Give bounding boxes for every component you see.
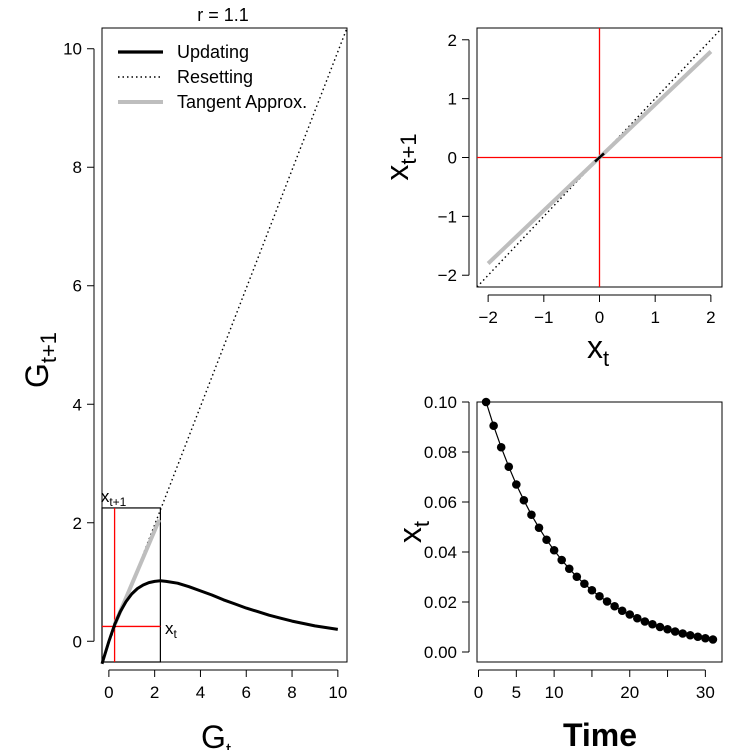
time-series-point bbox=[663, 624, 672, 634]
inset-box-group bbox=[101, 507, 161, 663]
main-y-tick-label: 0 bbox=[73, 632, 82, 651]
time-series-point bbox=[572, 572, 582, 582]
main-y-tick-label: 4 bbox=[73, 395, 82, 414]
time-series-point bbox=[670, 627, 680, 636]
time-x-tick-label: 10 bbox=[545, 683, 564, 702]
main-x-tick-label: 6 bbox=[242, 683, 251, 702]
time-series-point bbox=[481, 397, 491, 407]
legend-label-resetting: Resetting bbox=[177, 67, 253, 87]
main-annotations: xt+1 xt bbox=[101, 487, 178, 641]
main-y-tick-label: 8 bbox=[73, 158, 82, 177]
panel-phase: −2 −1 0 1 2 −2 −1 0 1 2 xt xt+1 bbox=[379, 27, 723, 371]
time-x-tick-label: 0 bbox=[474, 683, 483, 702]
main-title: r = 1.1 bbox=[197, 5, 249, 25]
time-y-tick-label: 0.08 bbox=[424, 443, 457, 462]
time-x-tick-label: 30 bbox=[696, 683, 715, 702]
phase-x-axis-title: xt bbox=[587, 329, 609, 371]
time-series-point bbox=[557, 555, 566, 565]
phase-series bbox=[476, 27, 723, 288]
time-series-point bbox=[580, 579, 589, 589]
main-y-tick-label: 6 bbox=[73, 277, 82, 296]
phase-y-axis-title: xt+1 bbox=[379, 133, 421, 180]
time-x-tick-label: 20 bbox=[620, 683, 639, 702]
time-y-axis-title: xt bbox=[392, 521, 434, 543]
time-ticks: 0 5 10 20 30 0.00 0.02 0.04 0.06 0.08 0.10 bbox=[424, 393, 715, 702]
panel-main: r = 1.1 0 2 4 6 8 10 0 2 4 6 8 10 Updating Resettin… bbox=[19, 5, 348, 750]
main-x-axis-title: Gt bbox=[201, 719, 231, 750]
time-y-tick-label: 0.04 bbox=[424, 543, 457, 562]
time-series-point bbox=[648, 619, 657, 629]
main-y-tick-label: 10 bbox=[63, 40, 82, 59]
panel-time-series: 0 5 10 20 30 0.00 0.02 0.04 0.06 0.08 0.10 Time xt bbox=[392, 393, 723, 750]
time-y-tick-label: 0.00 bbox=[424, 643, 457, 662]
time-plot-frame bbox=[476, 401, 723, 663]
phase-x-tick-label: −1 bbox=[534, 308, 553, 327]
annotation-x-t: xt bbox=[165, 619, 178, 641]
time-x-tick-label: 5 bbox=[512, 683, 521, 702]
phase-identity-line bbox=[476, 27, 723, 288]
phase-y-tick-label: −1 bbox=[438, 207, 457, 226]
time-series-point bbox=[655, 622, 665, 632]
main-y-axis-title: Gt+1 bbox=[19, 332, 61, 388]
main-series bbox=[100, 27, 348, 665]
main-x-tick-label: 4 bbox=[196, 683, 205, 702]
main-x-tick-label: 2 bbox=[150, 683, 159, 702]
time-y-tick-label: 0.02 bbox=[424, 593, 457, 612]
legend-label-tangent: Tangent Approx. bbox=[177, 92, 307, 112]
time-series-point bbox=[640, 617, 650, 626]
time-series-point bbox=[512, 480, 521, 489]
time-series-point bbox=[701, 633, 710, 643]
phase-x-tick-label: 0 bbox=[595, 308, 604, 327]
phase-y-tick-label: 1 bbox=[448, 90, 457, 109]
main-x-tick-label: 10 bbox=[328, 683, 347, 702]
time-series-point bbox=[617, 606, 627, 616]
main-x-tick-label: 8 bbox=[287, 683, 296, 702]
time-series-marks bbox=[481, 397, 718, 644]
phase-y-tick-label: 2 bbox=[448, 31, 457, 50]
main-x-tick-label: 0 bbox=[104, 683, 113, 702]
time-series-point bbox=[542, 535, 551, 545]
time-series-point bbox=[519, 495, 529, 505]
time-series-point bbox=[587, 585, 597, 595]
phase-map-segment bbox=[594, 152, 605, 163]
time-series-point bbox=[602, 597, 612, 606]
time-series-point bbox=[527, 510, 536, 520]
phase-ticks: −2 −1 0 1 2 −2 −1 0 1 2 bbox=[438, 31, 716, 327]
phase-y-tick-label: −2 bbox=[438, 266, 457, 285]
time-series-point bbox=[549, 545, 559, 555]
inset-box bbox=[101, 507, 161, 663]
time-series-point bbox=[496, 442, 506, 452]
time-series-point bbox=[633, 613, 642, 623]
legend-label-updating: Updating bbox=[177, 42, 249, 62]
time-series-point bbox=[678, 629, 687, 638]
time-y-tick-label: 0.06 bbox=[424, 493, 457, 512]
updating-curve bbox=[100, 579, 339, 665]
main-plot-frame bbox=[101, 27, 348, 663]
time-series-point bbox=[708, 635, 718, 644]
phase-x-tick-label: −2 bbox=[478, 308, 497, 327]
phase-x-tick-label: 2 bbox=[706, 308, 715, 327]
time-series-point bbox=[564, 564, 574, 574]
main-ticks: 0 2 4 6 8 10 0 2 4 6 8 10 bbox=[63, 40, 347, 702]
phase-x-tick-label: 1 bbox=[650, 308, 659, 327]
time-y-tick-label: 0.10 bbox=[424, 393, 457, 412]
time-series-point bbox=[504, 462, 514, 472]
time-series-point bbox=[625, 610, 635, 619]
legend: Updating Resetting Tangent Approx. bbox=[118, 42, 307, 112]
main-y-tick-label: 2 bbox=[73, 514, 82, 533]
annotation-x-t-plus-1: xt+1 bbox=[101, 487, 127, 509]
time-series-point bbox=[693, 632, 703, 642]
time-series-point bbox=[685, 630, 695, 640]
time-series-point bbox=[489, 421, 498, 431]
time-x-axis-title: Time bbox=[563, 717, 637, 750]
time-series-line bbox=[485, 401, 713, 641]
time-series-point bbox=[610, 601, 619, 611]
phase-y-tick-label: 0 bbox=[448, 149, 457, 168]
time-series-point bbox=[595, 591, 604, 601]
time-series-point bbox=[534, 523, 544, 533]
